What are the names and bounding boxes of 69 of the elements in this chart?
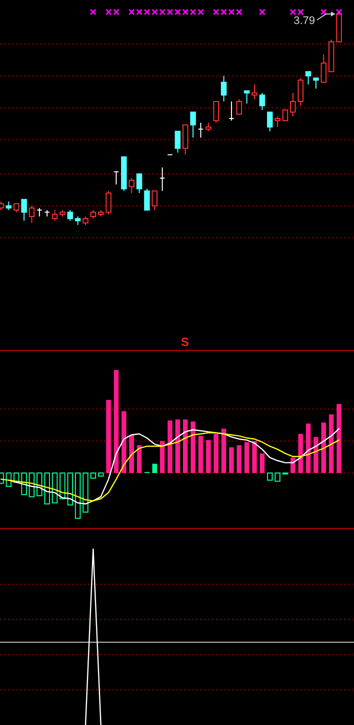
candlestick bbox=[106, 190, 112, 215]
bar bbox=[136, 445, 142, 473]
candlestick bbox=[159, 166, 166, 192]
bar bbox=[60, 472, 66, 500]
bar bbox=[260, 453, 265, 473]
bar bbox=[122, 411, 126, 473]
bar bbox=[274, 472, 280, 482]
candlestick bbox=[144, 188, 150, 211]
candlestick bbox=[136, 173, 142, 194]
bar bbox=[6, 472, 12, 487]
bar bbox=[182, 419, 188, 473]
bar bbox=[106, 400, 111, 473]
bar bbox=[314, 436, 318, 473]
candlestick bbox=[128, 178, 134, 194]
candlestick bbox=[305, 71, 312, 85]
bar bbox=[152, 464, 158, 473]
candlestick bbox=[52, 210, 58, 222]
bar bbox=[82, 472, 88, 513]
bar bbox=[336, 404, 342, 473]
bar bbox=[198, 436, 204, 473]
candlestick bbox=[266, 112, 273, 132]
bar bbox=[74, 472, 81, 519]
candlestick bbox=[244, 90, 250, 104]
candlestick bbox=[282, 109, 288, 122]
bar bbox=[21, 472, 27, 496]
candlestick bbox=[174, 130, 181, 154]
bar bbox=[0, 472, 4, 484]
candlestick bbox=[152, 190, 158, 211]
candlestick bbox=[28, 205, 35, 224]
candlestick bbox=[190, 112, 196, 138]
bar bbox=[114, 370, 119, 473]
bar bbox=[52, 472, 58, 504]
candlestick bbox=[113, 171, 120, 186]
bar bbox=[28, 472, 35, 498]
bar bbox=[229, 447, 234, 473]
bar bbox=[129, 434, 134, 473]
bar bbox=[90, 472, 96, 479]
candlestick bbox=[320, 54, 327, 83]
bar bbox=[321, 422, 326, 473]
bar bbox=[214, 434, 218, 473]
bar bbox=[160, 441, 165, 473]
candlestick bbox=[182, 124, 188, 156]
candlestick bbox=[220, 75, 227, 102]
candlestick bbox=[21, 198, 27, 222]
candlestick bbox=[313, 78, 319, 90]
bar bbox=[206, 440, 211, 473]
bar bbox=[13, 472, 20, 483]
bar bbox=[290, 458, 296, 473]
annotation: 3.79 bbox=[294, 15, 315, 27]
bar bbox=[67, 472, 74, 506]
bar bbox=[175, 419, 180, 473]
candlestick bbox=[213, 100, 219, 124]
bar bbox=[298, 434, 303, 473]
bar bbox=[98, 472, 104, 477]
candlestick bbox=[259, 92, 266, 110]
candlestick bbox=[228, 100, 234, 122]
candlestick bbox=[236, 98, 242, 115]
bar bbox=[266, 472, 273, 481]
bar bbox=[252, 441, 257, 473]
candlestick bbox=[67, 210, 74, 222]
bar bbox=[244, 442, 250, 473]
bar bbox=[168, 420, 172, 473]
text: S bbox=[180, 335, 190, 349]
bar bbox=[221, 428, 226, 473]
candlestick bbox=[274, 116, 280, 128]
bar bbox=[236, 445, 242, 473]
bar bbox=[190, 422, 196, 473]
candlestick bbox=[252, 84, 258, 100]
candlestick bbox=[198, 122, 204, 138]
